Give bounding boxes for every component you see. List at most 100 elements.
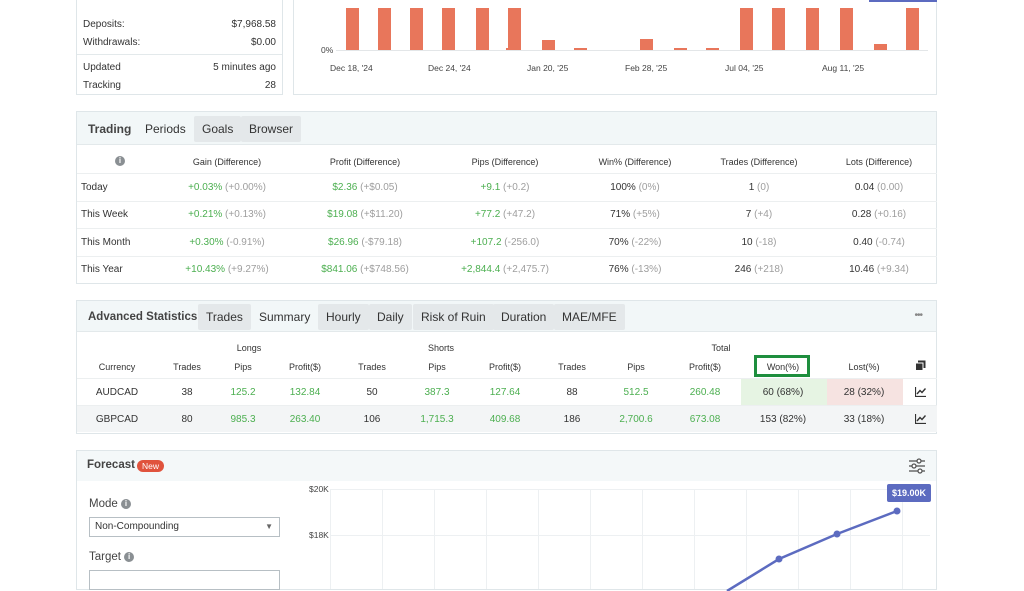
cell-value: $19.08	[327, 209, 358, 220]
more-options-icon[interactable]: •••	[914, 310, 922, 321]
updated-label: Updated	[83, 62, 121, 73]
settings-sliders-icon[interactable]	[908, 458, 926, 477]
tab-browser[interactable]: Browser	[241, 116, 302, 142]
cell-value: +0.30%	[189, 236, 224, 248]
chart-bar	[740, 8, 753, 50]
table-cell: 1,715.3	[420, 413, 454, 425]
forecast-line-chart	[726, 507, 901, 591]
cell-difference: (+$748.56)	[357, 264, 409, 275]
column-header-lost[interactable]: Lost(%)	[848, 362, 880, 372]
tracking-label: Tracking	[83, 80, 121, 91]
table-cell: 0.28 (+0.16)	[819, 202, 939, 228]
tab-periods[interactable]: Periods	[145, 122, 186, 136]
cell-difference: (+9.34)	[874, 264, 909, 275]
grid-line	[902, 489, 903, 589]
table-cell: $2.36 (+$0.05)	[305, 174, 425, 200]
cell-value: 70%	[608, 236, 629, 248]
grid-line	[798, 489, 799, 589]
table-cell: 100% (0%)	[575, 174, 695, 200]
cell-value: 76%	[608, 264, 629, 275]
chart-bar	[674, 48, 687, 50]
chart-bar	[874, 44, 887, 50]
mode-select-value: Non-Compounding	[95, 521, 179, 532]
table-cell: 246 (+218)	[699, 257, 819, 283]
y-tick-label: 0%	[321, 45, 334, 55]
trading-tab-bar: Trading Periods Goals Browser	[77, 112, 936, 145]
tab-mae-mfe[interactable]: MAE/MFE	[554, 304, 625, 330]
period-label: This Year	[81, 264, 123, 275]
table-cell: 1 (0)	[699, 174, 819, 200]
cell-difference: (+2,475.7)	[500, 264, 549, 275]
tab-hourly[interactable]: Hourly	[318, 304, 369, 330]
copy-icon[interactable]	[915, 360, 926, 374]
cell-difference: (+0.16)	[871, 209, 907, 220]
cell-difference: (+0.13%)	[222, 209, 266, 220]
chart-bar	[442, 8, 455, 50]
tab-trading[interactable]: Trading	[88, 122, 132, 136]
new-badge: New	[137, 460, 165, 472]
info-icon[interactable]: i	[115, 156, 125, 167]
chart-purple-button[interactable]	[869, 0, 937, 2]
table-cell: +2,844.4 (+2,475.7)	[445, 257, 565, 283]
won-cell-bg	[741, 379, 827, 405]
cell-difference: (+$0.05)	[357, 181, 398, 193]
table-cell: $19.08 (+$11.20)	[305, 202, 425, 228]
grid-line	[590, 489, 591, 589]
table-cell: +107.2 (-256.0)	[445, 229, 565, 255]
table-row: This Year +10.43% (+9.27%) $841.06 (+$748.…	[77, 255, 937, 283]
lost-cell-bg	[827, 379, 903, 405]
column-header-long-pips: Pips	[234, 362, 252, 372]
table-cell: 2,700.6	[619, 413, 653, 425]
chart-trend-icon[interactable]	[914, 414, 927, 427]
cell-value: +9.1	[480, 181, 501, 193]
table-cell: 60 (68%)	[762, 386, 804, 398]
table-row: This Month +0.30% (-0.91%) $26.96 (-$79.18…	[77, 228, 937, 255]
cell-difference: (-0.74)	[872, 236, 905, 248]
grid-line	[330, 489, 331, 589]
cell-difference: (0.00)	[874, 181, 904, 193]
tab-summary[interactable]: Summary	[259, 310, 311, 324]
trading-periods-card: Trading Periods Goals Browser i Gain (Di…	[76, 111, 937, 284]
table-cell: 186	[563, 413, 581, 425]
tab-risk-of-ruin[interactable]: Risk of Ruin	[413, 304, 494, 330]
period-label: This Week	[81, 209, 129, 220]
x-tick-label: Dec 24, '24	[428, 63, 471, 73]
table-cell: $26.96 (-$79.18)	[305, 229, 425, 255]
cell-difference: (-13%)	[628, 264, 662, 275]
divider	[77, 54, 282, 55]
info-icon[interactable]: i	[120, 498, 131, 509]
table-cell: 985.3	[230, 413, 256, 425]
chart-trend-icon[interactable]	[914, 387, 927, 400]
mode-select[interactable]: Non-Compounding ▼	[89, 517, 280, 537]
won-header-highlight	[754, 355, 810, 377]
table-cell: 28 (32%)	[843, 386, 885, 398]
tab-trades[interactable]: Trades	[198, 304, 251, 330]
table-cell: +77.2 (+47.2)	[445, 202, 565, 228]
table-cell: 673.08	[689, 413, 721, 425]
cell-value: +0.03%	[188, 181, 223, 193]
chart-bar	[508, 8, 521, 50]
cell-value: 10	[741, 236, 753, 248]
tab-goals[interactable]: Goals	[194, 116, 242, 142]
cell-difference: (0)	[754, 181, 770, 193]
tab-daily[interactable]: Daily	[369, 304, 412, 330]
grid-line	[434, 489, 435, 589]
tracking-value: 28	[264, 80, 276, 91]
tab-duration[interactable]: Duration	[493, 304, 555, 330]
forecast-header: Forecast New	[77, 451, 936, 481]
column-header-long-profit: Profit($)	[288, 362, 321, 372]
chart-bar	[506, 48, 519, 50]
cell-value: $2.36	[332, 181, 358, 193]
info-icon[interactable]: i	[124, 551, 135, 562]
column-header-win: Win% (Difference)	[598, 157, 672, 167]
column-header-won[interactable]: Won(%)	[766, 362, 800, 372]
cell-difference: (0%)	[635, 181, 660, 193]
table-cell: +0.03% (+0.00%)	[167, 174, 287, 200]
target-input[interactable]	[89, 570, 280, 590]
cell-value: 71%	[610, 209, 631, 220]
forecast-point	[893, 507, 901, 515]
x-tick-label: Feb 28, '25	[625, 63, 668, 73]
advanced-statistics-card: Advanced Statistics Trades Summary Hourl…	[76, 300, 937, 434]
group-header-longs: Longs	[236, 343, 262, 353]
grid-line	[382, 489, 383, 589]
